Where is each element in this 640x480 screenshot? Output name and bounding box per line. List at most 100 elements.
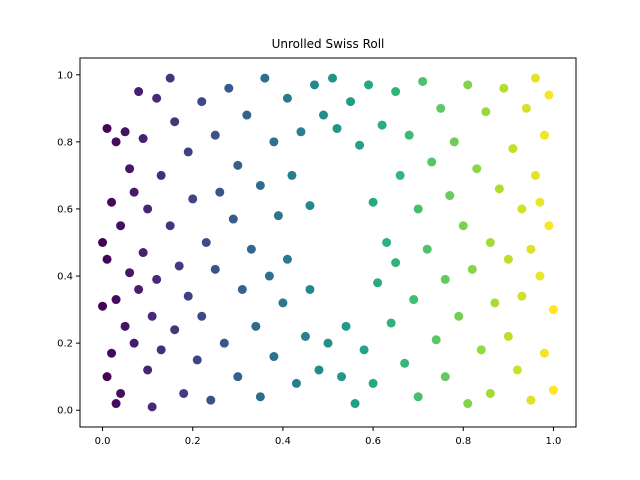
scatter-point	[400, 358, 410, 368]
scatter-point	[472, 164, 482, 174]
scatter-point	[201, 238, 211, 247]
scatter-point	[152, 93, 162, 103]
scatter-point	[544, 221, 554, 231]
scatter-point	[467, 264, 477, 274]
y-tick-label: 0.4	[57, 272, 73, 283]
scatter-point	[346, 97, 356, 107]
scatter-point	[174, 261, 184, 271]
scatter-point	[170, 325, 180, 335]
plot-frame	[79, 57, 577, 428]
scatter-point	[251, 321, 261, 331]
scatter-point	[517, 204, 527, 214]
scatter-point	[215, 187, 225, 197]
scatter-point	[436, 103, 446, 113]
scatter-point	[125, 268, 135, 278]
scatter-point	[269, 137, 279, 147]
scatter-point	[296, 127, 306, 137]
scatter-point	[526, 395, 536, 405]
scatter-point	[183, 291, 193, 301]
scatter-point	[535, 271, 545, 281]
scatter-point	[476, 345, 486, 355]
x-tick-label: 1.0	[546, 436, 562, 447]
scatter-point	[463, 80, 473, 90]
scatter-point	[246, 244, 256, 254]
scatter-point	[98, 238, 108, 247]
scatter-point	[111, 137, 121, 147]
scatter-point	[134, 87, 144, 97]
scatter-point	[427, 157, 437, 167]
scatter-point	[341, 321, 351, 331]
scatter-point	[512, 365, 522, 375]
scatter-point	[548, 385, 558, 395]
scatter-point	[485, 388, 495, 398]
scatter-point	[242, 110, 252, 120]
scatter-point	[170, 117, 180, 127]
scatter-point	[210, 130, 220, 140]
scatter-point	[526, 244, 536, 254]
x-tick-label: 0.8	[455, 436, 471, 447]
y-tick-label: 0.0	[57, 406, 73, 417]
scatter-point	[355, 140, 365, 150]
scatter-point	[431, 335, 441, 345]
scatter-point	[409, 295, 419, 305]
scatter-point	[138, 134, 148, 144]
scatter-point	[116, 388, 126, 398]
scatter-point	[129, 187, 139, 197]
x-axis: 0.0 0.2 0.4 0.6 0.8 1.0	[95, 427, 562, 447]
scatter-point	[233, 160, 243, 170]
scatter-point	[147, 402, 157, 412]
scatter-point	[224, 83, 234, 93]
scatter-point	[197, 311, 207, 321]
scatter-point	[156, 170, 166, 180]
scatter-point	[264, 271, 274, 281]
scatter-point	[391, 87, 401, 97]
scatter-point	[165, 73, 175, 83]
scatter-point	[300, 331, 310, 341]
x-tick-label: 0.4	[275, 436, 291, 447]
scatter-point	[503, 331, 513, 341]
scatter-point	[413, 392, 423, 402]
scatter-point	[219, 338, 229, 348]
scatter-point	[278, 298, 288, 308]
scatter-point	[111, 399, 121, 409]
scatter-point	[273, 211, 283, 221]
scatter-point	[539, 130, 549, 140]
scatter-point	[481, 107, 491, 117]
y-tick-label: 0.2	[57, 339, 73, 350]
scatter-point	[404, 130, 414, 140]
scatter-point	[517, 291, 527, 301]
scatter-point	[192, 355, 202, 365]
scatter-point	[260, 73, 270, 83]
scatter-point	[337, 372, 347, 382]
scatter-point	[548, 305, 558, 315]
scatter-point	[323, 338, 333, 348]
scatter-point	[530, 170, 540, 180]
scatter-point	[503, 254, 513, 264]
scatter-point	[188, 194, 198, 204]
scatter-point	[228, 214, 238, 224]
scatter-point	[291, 378, 301, 388]
scatter-point	[485, 238, 495, 247]
scatter-point	[350, 399, 360, 409]
scatter-point	[134, 284, 144, 294]
scatter-point	[530, 73, 540, 83]
scatter-point	[152, 274, 162, 284]
scatter-point	[413, 204, 423, 214]
scatter-point	[494, 184, 504, 194]
scatter-point	[382, 238, 392, 247]
scatter-point	[305, 284, 315, 294]
scatter-point	[454, 311, 464, 321]
y-tick-label: 1.0	[57, 70, 73, 81]
scatter-point	[521, 103, 531, 113]
scatter-point	[445, 191, 455, 201]
scatter-point	[165, 221, 175, 231]
scatter-point	[391, 258, 401, 268]
scatter-point	[287, 170, 297, 180]
scatter-point	[332, 123, 342, 133]
points-layer	[98, 73, 558, 412]
scatter-point	[138, 248, 148, 258]
scatter-point	[508, 144, 518, 154]
scatter-point	[107, 197, 117, 207]
